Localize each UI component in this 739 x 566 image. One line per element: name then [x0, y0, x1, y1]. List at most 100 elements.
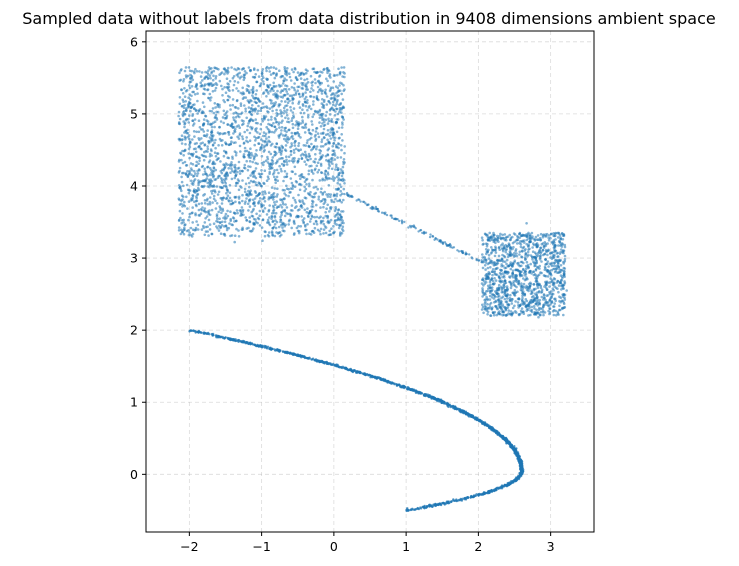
data-point	[249, 112, 253, 116]
data-point	[306, 214, 310, 218]
data-point	[178, 198, 181, 202]
data-point	[179, 232, 183, 236]
data-point	[312, 67, 316, 70]
data-point	[215, 67, 219, 70]
data-point	[277, 83, 281, 87]
data-point	[505, 300, 509, 303]
data-point	[499, 299, 502, 303]
data-point	[341, 75, 344, 78]
data-point	[182, 100, 185, 103]
data-point	[212, 167, 216, 170]
data-point	[318, 110, 321, 113]
data-point	[282, 137, 286, 141]
data-point	[325, 95, 329, 98]
data-point	[291, 111, 295, 114]
data-point	[284, 88, 288, 91]
data-point	[277, 225, 281, 229]
data-point	[531, 250, 535, 253]
data-point	[228, 79, 232, 83]
data-point	[248, 220, 251, 223]
data-point	[524, 274, 527, 277]
data-point	[189, 109, 192, 113]
data-point	[331, 103, 335, 107]
data-point	[336, 181, 340, 185]
data-point	[562, 287, 565, 290]
data-point	[198, 126, 202, 129]
data-point	[538, 248, 542, 252]
data-point	[285, 172, 289, 176]
data-point	[316, 228, 320, 232]
data-point	[549, 256, 552, 259]
data-point	[292, 196, 295, 200]
data-point	[310, 81, 313, 85]
data-point	[244, 200, 247, 203]
data-point	[199, 75, 203, 78]
data-point	[220, 224, 224, 227]
data-point	[307, 128, 311, 131]
data-point	[181, 198, 184, 201]
data-point	[535, 245, 539, 249]
data-point	[180, 134, 184, 137]
data-point	[495, 239, 499, 242]
data-point	[486, 302, 489, 306]
data-point	[242, 122, 245, 126]
data-point	[276, 187, 279, 190]
data-point	[216, 152, 220, 155]
data-point	[369, 376, 372, 379]
data-point	[324, 154, 328, 158]
data-point	[318, 121, 321, 124]
data-point	[270, 186, 274, 189]
data-point	[255, 212, 258, 216]
data-point	[304, 91, 307, 94]
data-point	[180, 158, 183, 162]
data-point	[208, 223, 212, 226]
data-point	[212, 74, 215, 78]
data-point	[339, 81, 342, 85]
data-point	[528, 247, 531, 251]
data-point	[338, 234, 342, 237]
data-point	[258, 224, 262, 227]
data-point	[552, 264, 556, 268]
data-point	[283, 175, 286, 179]
data-point	[203, 170, 207, 173]
data-point	[307, 169, 311, 173]
data-point	[274, 129, 277, 132]
data-point	[195, 130, 198, 134]
data-point	[214, 82, 218, 85]
data-point	[486, 306, 490, 310]
data-point	[316, 171, 320, 174]
data-point	[240, 340, 244, 344]
data-point	[313, 161, 317, 164]
data-point	[545, 301, 548, 304]
data-point	[554, 234, 557, 238]
data-point	[211, 144, 215, 147]
data-point	[316, 187, 320, 191]
data-point	[337, 187, 340, 191]
data-point	[334, 104, 337, 108]
data-point	[267, 210, 271, 213]
data-point	[252, 217, 256, 221]
data-point	[335, 194, 339, 198]
data-point	[534, 256, 538, 260]
data-point	[285, 114, 289, 117]
data-point	[291, 209, 294, 212]
data-point	[488, 298, 492, 301]
data-point	[206, 145, 209, 148]
data-point	[314, 157, 317, 161]
data-point	[486, 266, 490, 270]
data-point	[308, 154, 312, 158]
data-point	[222, 149, 226, 153]
data-point	[238, 71, 241, 75]
data-point	[539, 254, 542, 257]
data-point	[268, 223, 272, 227]
data-point	[534, 268, 538, 271]
data-point	[205, 177, 209, 180]
data-point	[558, 252, 562, 256]
data-point	[267, 118, 270, 122]
data-point	[188, 212, 192, 216]
data-point	[229, 202, 232, 206]
data-point	[491, 279, 495, 283]
data-point	[327, 119, 331, 123]
data-point	[494, 290, 497, 293]
data-point	[509, 246, 512, 250]
